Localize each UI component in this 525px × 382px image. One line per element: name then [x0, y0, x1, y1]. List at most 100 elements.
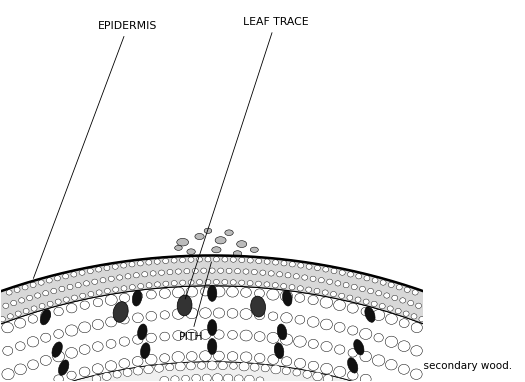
Circle shape: [62, 274, 69, 279]
Circle shape: [385, 359, 397, 370]
Circle shape: [15, 364, 26, 375]
Circle shape: [112, 264, 118, 269]
Circle shape: [360, 286, 365, 291]
Circle shape: [66, 325, 78, 336]
Circle shape: [396, 285, 402, 290]
Circle shape: [55, 275, 60, 281]
Ellipse shape: [141, 343, 150, 359]
Circle shape: [334, 366, 346, 377]
Circle shape: [268, 312, 278, 320]
Text: Cordaites.: Cordaites.: [49, 361, 101, 371]
Ellipse shape: [250, 247, 258, 253]
Circle shape: [398, 341, 410, 351]
Circle shape: [160, 311, 170, 319]
Circle shape: [146, 283, 152, 288]
Circle shape: [133, 335, 143, 344]
Circle shape: [159, 288, 171, 298]
Circle shape: [348, 349, 358, 357]
Circle shape: [243, 269, 249, 274]
Circle shape: [334, 345, 345, 354]
Circle shape: [411, 314, 417, 319]
Circle shape: [411, 322, 423, 333]
Circle shape: [256, 377, 264, 382]
Circle shape: [144, 365, 153, 374]
Circle shape: [361, 307, 371, 316]
Circle shape: [154, 282, 161, 287]
Circle shape: [239, 362, 249, 371]
Circle shape: [214, 330, 224, 339]
Circle shape: [281, 357, 292, 366]
Circle shape: [240, 352, 252, 362]
Circle shape: [240, 288, 251, 297]
Circle shape: [188, 280, 194, 285]
Circle shape: [96, 267, 101, 272]
Circle shape: [92, 319, 103, 330]
Circle shape: [247, 258, 253, 263]
Circle shape: [360, 351, 372, 362]
Circle shape: [222, 280, 228, 285]
Circle shape: [40, 356, 51, 366]
Circle shape: [348, 326, 358, 335]
Circle shape: [54, 375, 64, 382]
Circle shape: [235, 375, 243, 382]
Circle shape: [172, 351, 184, 363]
Circle shape: [155, 364, 164, 372]
Circle shape: [222, 257, 228, 262]
Circle shape: [313, 372, 322, 381]
Circle shape: [202, 374, 212, 382]
Circle shape: [79, 322, 91, 333]
Circle shape: [400, 298, 406, 303]
Wedge shape: [0, 256, 525, 382]
Circle shape: [10, 300, 17, 306]
Circle shape: [186, 362, 195, 370]
Circle shape: [256, 258, 261, 264]
Circle shape: [385, 336, 397, 347]
Circle shape: [228, 330, 237, 339]
Circle shape: [123, 369, 132, 376]
Circle shape: [43, 291, 49, 296]
Circle shape: [119, 359, 130, 368]
Circle shape: [119, 337, 130, 346]
Circle shape: [281, 283, 287, 289]
Circle shape: [404, 287, 410, 293]
Circle shape: [47, 301, 53, 306]
Circle shape: [272, 283, 278, 288]
Circle shape: [145, 354, 157, 365]
Circle shape: [146, 260, 152, 265]
Circle shape: [416, 303, 422, 308]
Ellipse shape: [250, 296, 266, 317]
Circle shape: [201, 268, 207, 274]
Circle shape: [339, 293, 344, 298]
Circle shape: [6, 290, 12, 295]
Circle shape: [268, 271, 274, 276]
Circle shape: [175, 362, 185, 371]
Circle shape: [267, 332, 279, 343]
Circle shape: [240, 330, 252, 341]
Circle shape: [235, 269, 240, 274]
Circle shape: [104, 288, 110, 294]
Circle shape: [295, 315, 304, 324]
Wedge shape: [0, 286, 525, 382]
Circle shape: [374, 333, 383, 342]
Circle shape: [308, 361, 319, 371]
Circle shape: [146, 333, 156, 343]
Circle shape: [7, 314, 13, 319]
Circle shape: [348, 272, 353, 277]
Circle shape: [51, 288, 57, 294]
Circle shape: [117, 275, 122, 280]
Circle shape: [133, 292, 143, 300]
Circle shape: [302, 275, 308, 280]
Circle shape: [173, 330, 184, 340]
Circle shape: [0, 317, 5, 322]
Circle shape: [272, 260, 278, 265]
Circle shape: [250, 363, 259, 371]
Circle shape: [280, 291, 292, 302]
Circle shape: [356, 274, 362, 279]
Circle shape: [160, 376, 169, 382]
Circle shape: [214, 279, 219, 285]
Circle shape: [138, 261, 143, 266]
Circle shape: [280, 334, 293, 345]
Circle shape: [3, 346, 13, 355]
Circle shape: [368, 288, 374, 294]
Circle shape: [180, 280, 186, 285]
